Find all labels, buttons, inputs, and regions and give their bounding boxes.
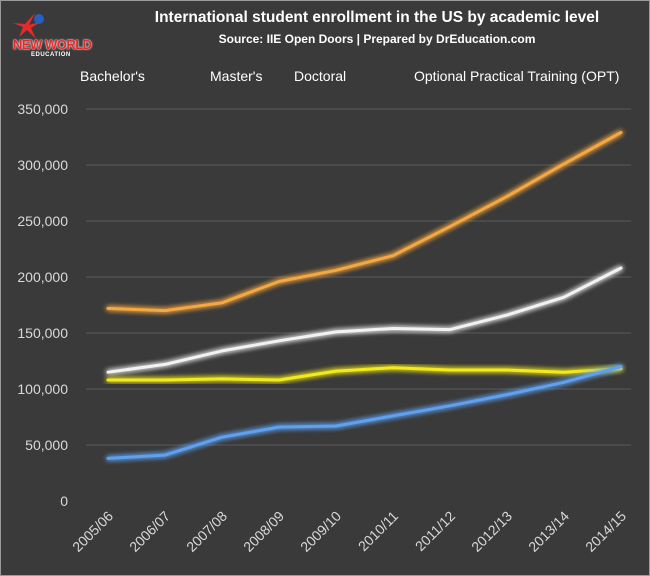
logo-subtext: EDUCATION: [31, 52, 71, 58]
x-tick-label: 2007/08: [183, 508, 230, 555]
chart-subtitle: Source: IIE Open Doors | Prepared by DrE…: [218, 32, 536, 46]
x-tick-label: 2006/07: [126, 508, 173, 555]
y-tick-label: 150,000: [17, 325, 68, 341]
x-tick-label: 2005/06: [69, 508, 116, 555]
series-line: [106, 365, 623, 460]
y-tick-label: 100,000: [17, 381, 68, 397]
legend-label: Master's: [210, 68, 262, 84]
legend-label: Bachelor's: [80, 68, 145, 84]
series-line: [106, 266, 623, 374]
x-tick-label: 2012/13: [468, 508, 515, 555]
chart-title: International student enrollment in the …: [154, 9, 600, 26]
logo: NEW WORLD EDUCATION: [9, 11, 93, 59]
legend-label: Doctoral: [294, 68, 346, 84]
x-tick-label: 2013/14: [525, 508, 572, 555]
y-tick-label: 350,000: [17, 101, 68, 117]
legend-label: Optional Practical Training (OPT): [414, 68, 619, 84]
y-tick-label: 50,000: [25, 437, 68, 453]
x-tick-label: 2009/10: [297, 508, 344, 555]
star-icon: [13, 13, 44, 39]
x-tick-label: 2008/09: [240, 508, 287, 555]
series-line: [106, 131, 623, 313]
y-tick-label: 250,000: [17, 213, 68, 229]
y-tick-label: 0: [60, 493, 68, 509]
x-tick-label: 2014/15: [582, 508, 629, 555]
series-line: [106, 366, 623, 382]
x-tick-label: 2010/11: [355, 508, 402, 555]
y-tick-label: 200,000: [17, 269, 68, 285]
x-tick-label: 2011/12: [412, 508, 459, 555]
y-tick-label: 300,000: [17, 157, 68, 173]
logo-text: NEW WORLD: [13, 37, 92, 52]
